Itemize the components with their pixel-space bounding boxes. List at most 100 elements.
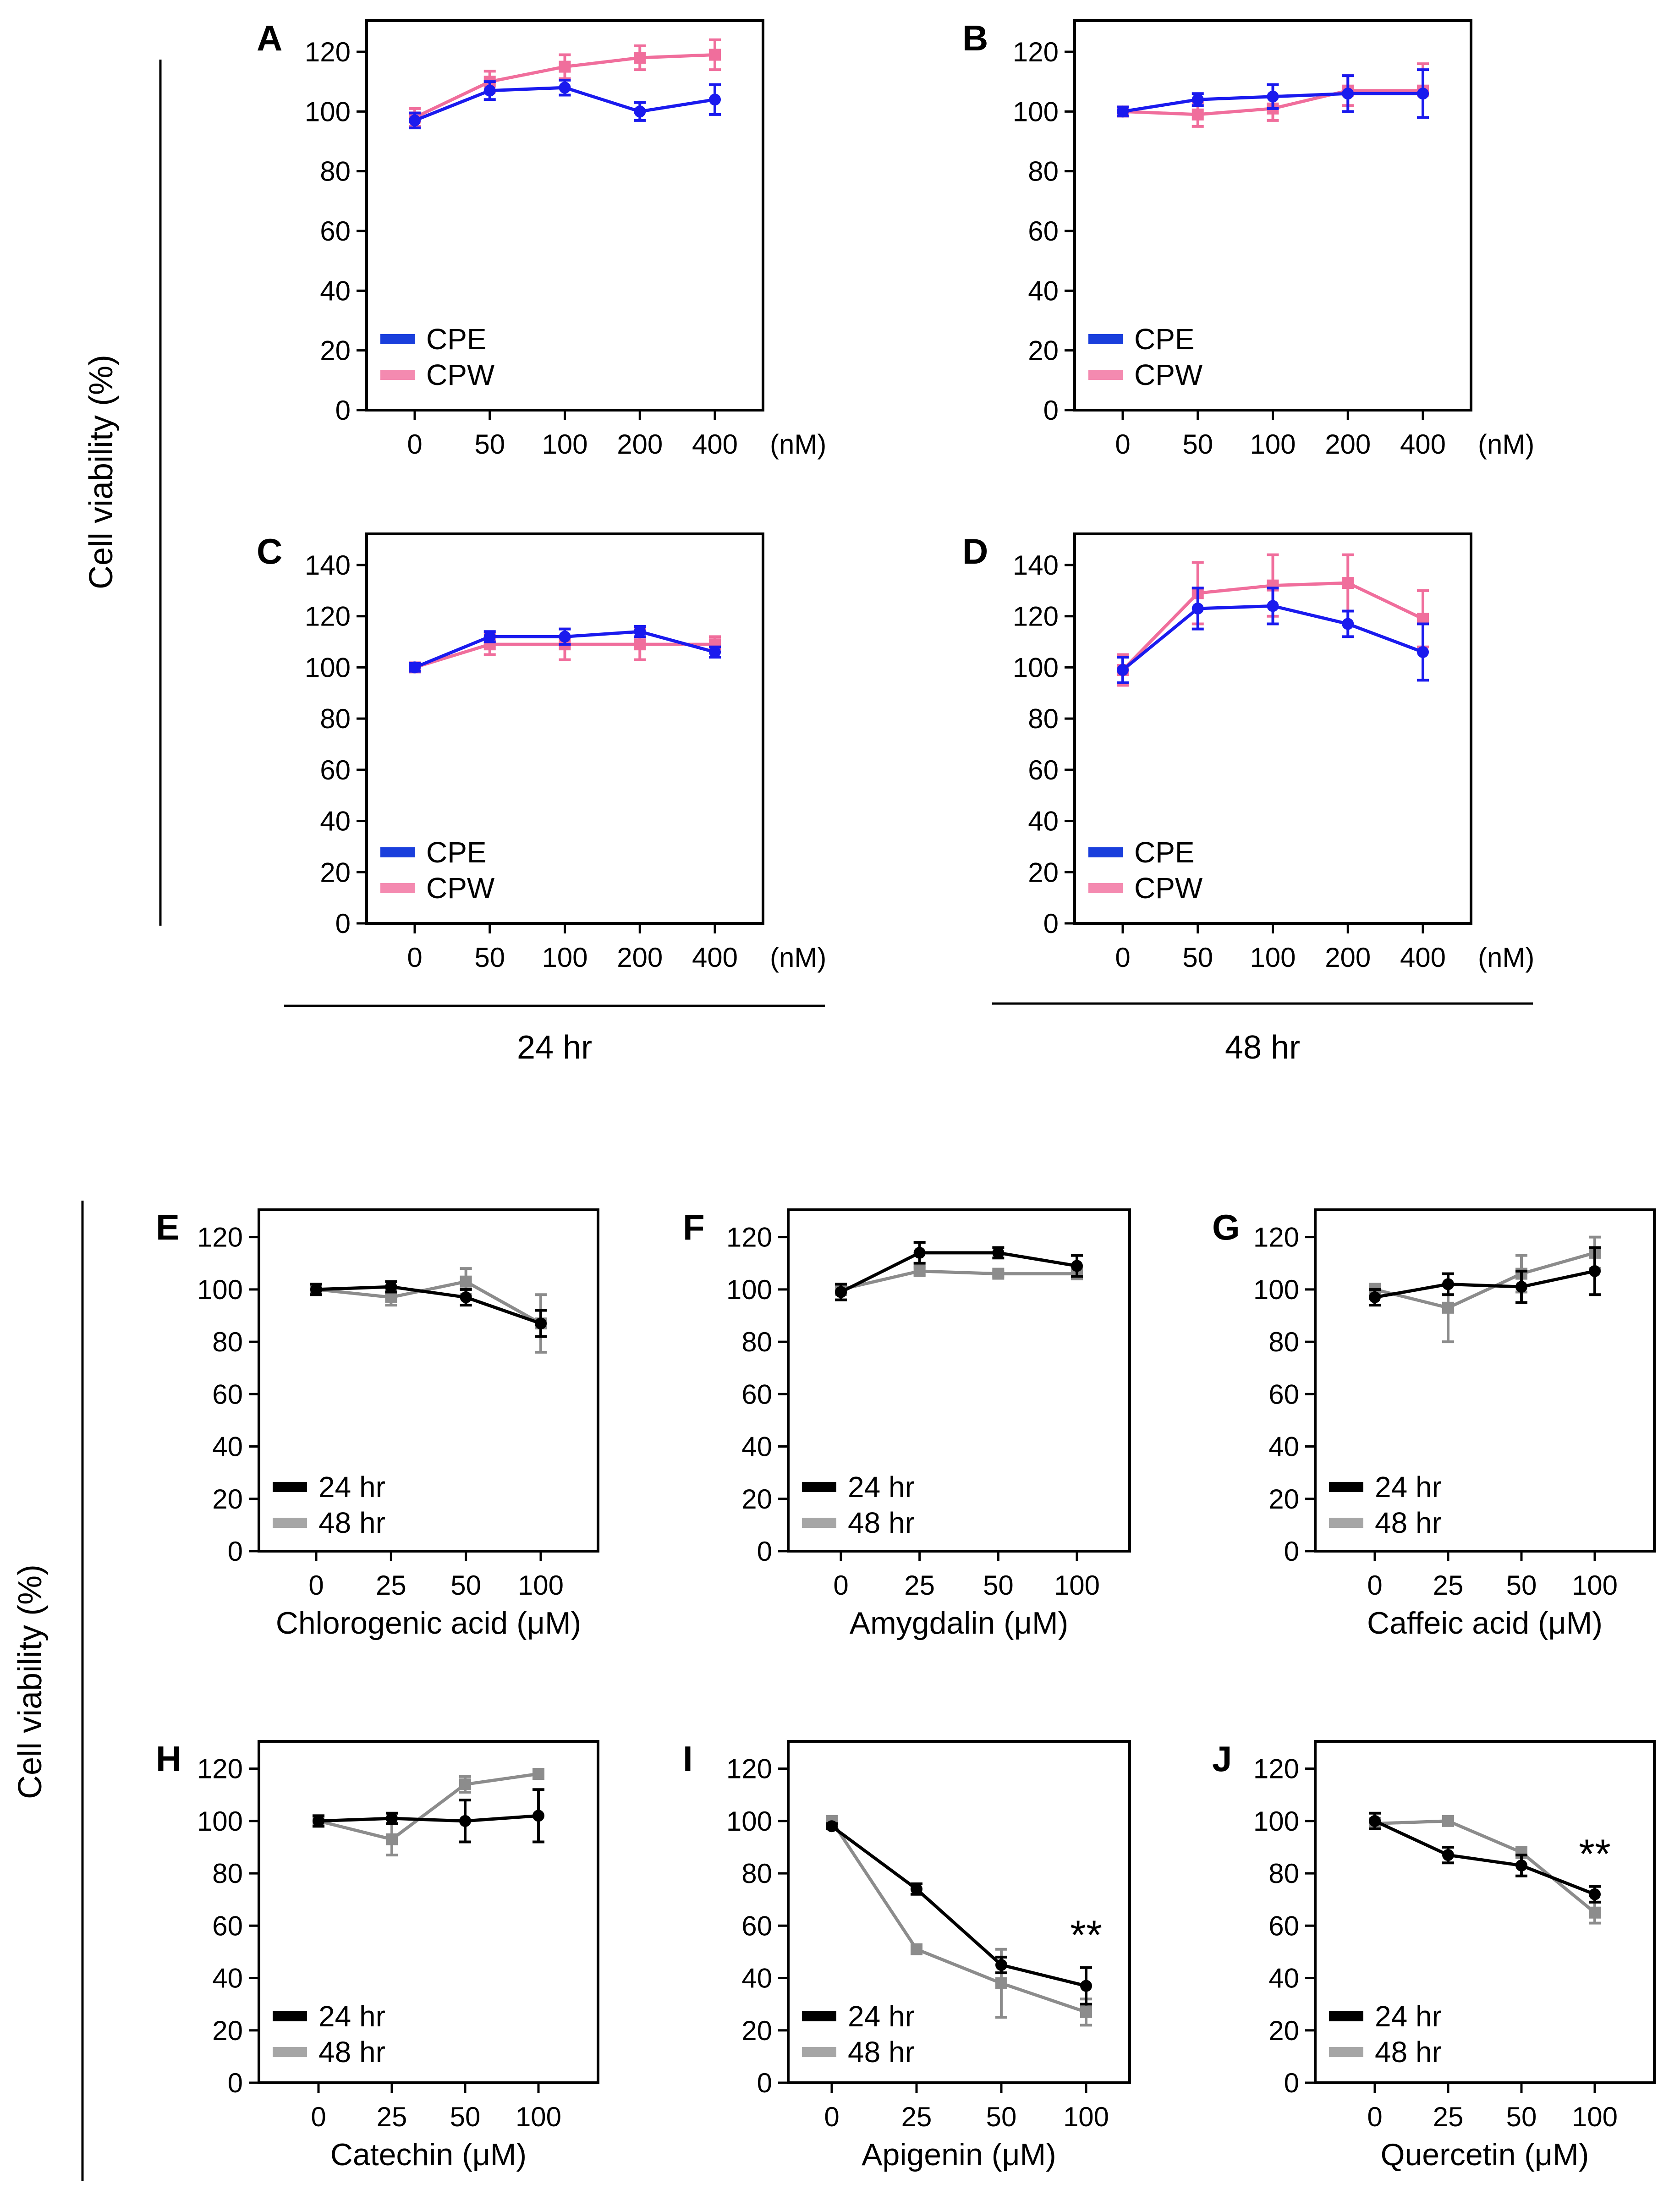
y-tick-label-a: 100 [305,96,351,127]
y-tick-label-b: 0 [1043,395,1059,426]
y-tick-label-d: 140 [1013,550,1059,581]
data-point [1071,1260,1083,1272]
y-tick-label-g: 20 [1268,1484,1299,1515]
x-axis-title-f: Amygdalin (μM) [850,1606,1069,1641]
y-tick-label-g: 120 [1253,1222,1299,1253]
y-tick-label-h: 80 [212,1858,243,1889]
x-unit-label-a: (nM) [770,429,826,460]
x-unit-label-d: (nM) [1478,942,1534,973]
plot-frame-e [258,1208,599,1553]
x-tick-label-a: 0 [407,429,422,460]
panel-h: H 0 20 40 60 80 100 120 0 25 50 100 Catechin (μM) 24 … [156,1739,599,2172]
legend-label-b: CPE [1134,323,1195,356]
y-tick-label-h: 120 [197,1754,243,1784]
ylabel-bottom: Cell viability (%) [12,1564,49,1799]
y-tick-label-d: 0 [1043,908,1059,939]
y-tick-label-h: 100 [197,1806,243,1837]
y-tick-label-d: 20 [1028,857,1059,888]
x-tick-label-e: 25 [376,1570,406,1601]
y-tick-label-d: 60 [1028,755,1059,785]
y-tick-label-c: 20 [320,857,351,888]
y-tick-label-c: 60 [320,755,351,785]
panel-g: G 0 20 40 60 80 100 120 0 25 50 100 Caffeic acid (μM… [1212,1207,1656,1641]
data-point [992,1246,1005,1259]
series-line [840,1251,1077,1294]
legend-swatch-g [1329,1518,1363,1528]
y-tick-label-d: 120 [1013,601,1059,632]
y-tick-label-g: 0 [1284,1536,1299,1567]
y-tick-label-f: 80 [741,1327,772,1357]
x-tick-label-e: 0 [308,1570,324,1601]
plot-frame-f [787,1208,1131,1553]
legend-label-h: 24 hr [318,2000,385,2033]
panel-label-d: D [962,531,988,571]
data-point [1369,1815,1381,1827]
series-line [1374,1251,1595,1310]
x-tick-label-c: 200 [617,942,663,973]
series-line [318,1772,539,1841]
y-tick-label-b: 40 [1028,275,1059,306]
data-point [995,1977,1007,1989]
y-tick-label-j: 80 [1268,1858,1299,1889]
series-a-cpe [409,78,721,130]
y-tick-label-a: 20 [320,335,351,366]
y-tick-label-e: 0 [228,1536,243,1567]
legend-swatch-b [1088,334,1123,344]
data-point [1442,1301,1454,1314]
series-line [316,1280,542,1325]
x-tick-label-d: 50 [1182,942,1213,973]
y-tick-label-i: 40 [741,1963,772,1994]
x-tick-label-a: 200 [617,429,663,460]
legend-label-g: 24 hr [1375,1471,1442,1504]
y-tick-label-c: 140 [305,550,351,581]
x-unit-label-c: (nM) [770,942,826,973]
data-point [709,646,721,658]
legend-label-c: CPW [426,872,495,905]
plot-frame-j [1314,1740,1656,2084]
data-point [1191,602,1204,615]
panel-label-h: H [156,1739,181,1779]
x-tick-label-e: 50 [450,1570,481,1601]
y-tick-label-e: 100 [197,1274,243,1305]
series-b-cpe [1117,68,1429,119]
legend-swatch-d [1088,883,1123,893]
x-axis-title-g: Caffeic acid (μM) [1367,1606,1603,1641]
series-a-cpw [409,38,721,128]
legend-label-e: 48 hr [318,1506,385,1539]
panel-e: E 0 20 40 60 80 100 120 0 25 50 100 Chlorogenic acid… [156,1207,599,1641]
y-tick-label-j: 20 [1268,2015,1299,2046]
data-point [535,1317,547,1330]
x-axis-title-j: Quercetin (μM) [1381,2137,1589,2172]
legend-label-c: CPE [426,836,487,869]
data-point [709,93,721,106]
x-tick-label-g: 100 [1572,1570,1618,1601]
y-tick-label-a: 80 [320,156,351,187]
y-tick-label-a: 60 [320,216,351,247]
legend-label-d: CPW [1134,872,1203,905]
y-tick-label-e: 20 [212,1484,243,1515]
data-point [1080,2006,1092,2018]
x-tick-label-b: 50 [1182,429,1213,460]
data-point [1342,88,1354,100]
data-point [533,1768,544,1780]
x-axis-title-i: Apigenin (μM) [862,2137,1056,2172]
data-point [1417,646,1429,658]
data-point [1417,88,1429,100]
series-line [1374,1819,1596,1914]
x-tick-label-c: 400 [692,942,738,973]
y-tick-label-b: 120 [1013,37,1059,67]
data-point [533,1810,544,1822]
series-line [1374,1269,1595,1299]
y-tick-label-f: 60 [741,1379,772,1410]
series-f-24-hr [835,1241,1083,1301]
data-point [1117,664,1129,676]
x-tick-label-f: 50 [983,1570,1014,1601]
data-point [913,1246,926,1259]
data-point [310,1283,322,1295]
x-tick-label-h: 100 [516,2102,561,2132]
data-point [483,631,496,643]
legend-label-i: 48 hr [848,2036,915,2069]
x-tick-label-j: 0 [1367,2102,1382,2132]
